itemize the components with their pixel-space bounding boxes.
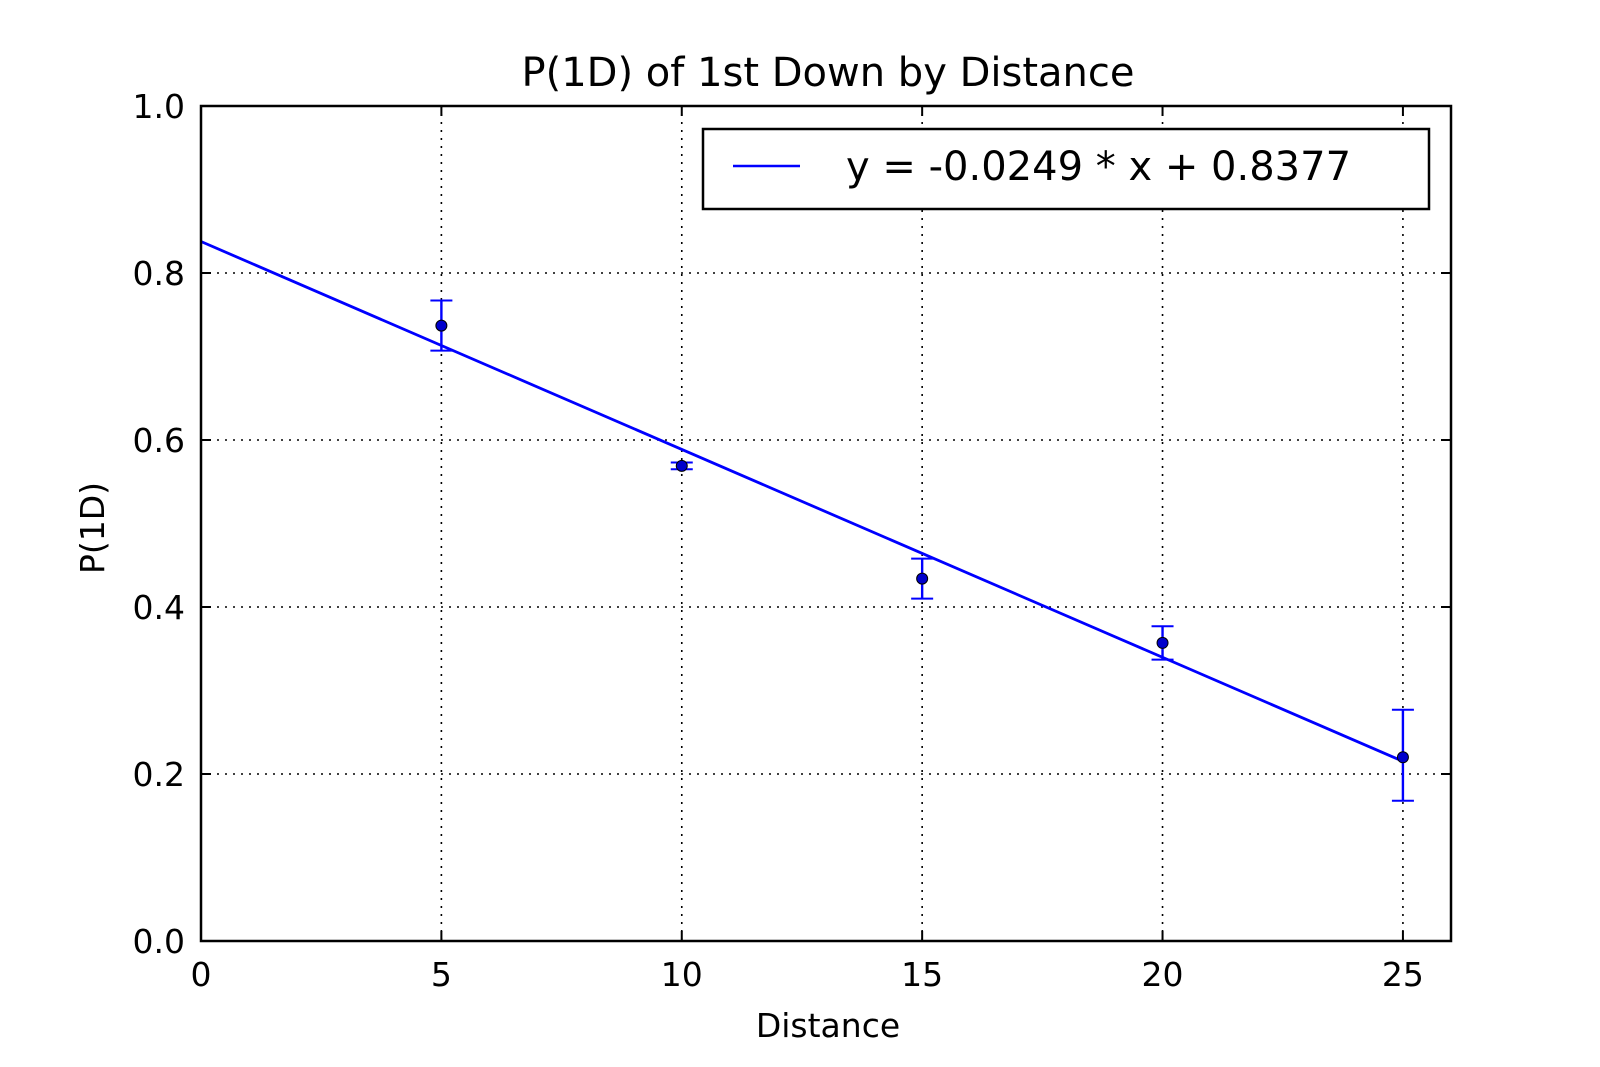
y-tick-label: 0.0 bbox=[133, 922, 185, 961]
y-tick-label: 1.0 bbox=[133, 87, 185, 126]
x-tick-label: 15 bbox=[901, 955, 943, 994]
fit-line-layer bbox=[200, 240, 1404, 763]
x-tick-label: 20 bbox=[1142, 955, 1184, 994]
legend-label: y = -0.0249 * x + 0.8377 bbox=[846, 144, 1351, 190]
legend: y = -0.0249 * x + 0.8377 bbox=[701, 127, 1431, 211]
x-tick-label: 10 bbox=[661, 955, 703, 994]
x-tick-label: 5 bbox=[431, 955, 452, 994]
x-tick-label: 25 bbox=[1382, 955, 1424, 994]
y-tick-label: 0.4 bbox=[133, 588, 185, 627]
y-tick-label: 0.6 bbox=[133, 421, 185, 460]
ticks: 0 5 10 15 20 25 0.0 0.2 0.4 0.6 0.8 1.0 bbox=[133, 87, 1451, 994]
data-point bbox=[435, 319, 448, 332]
plot-frame bbox=[199, 104, 1453, 943]
data-point bbox=[1156, 636, 1169, 649]
data-point bbox=[675, 459, 688, 472]
data-points bbox=[435, 319, 1409, 764]
grid bbox=[201, 106, 1451, 941]
error-bars bbox=[430, 299, 1414, 802]
y-tick-label: 0.8 bbox=[133, 254, 185, 293]
data-point bbox=[1396, 751, 1409, 764]
x-tick-label: 0 bbox=[191, 955, 212, 994]
legend-box bbox=[701, 127, 1431, 211]
data-point bbox=[916, 572, 929, 585]
y-tick-label: 0.2 bbox=[133, 755, 185, 794]
chart-title: P(1D) of 1st Down by Distance bbox=[522, 50, 1135, 96]
fit-line bbox=[200, 240, 1404, 763]
y-axis-label: P(1D) bbox=[73, 482, 112, 574]
x-axis-label: Distance bbox=[756, 1006, 900, 1045]
